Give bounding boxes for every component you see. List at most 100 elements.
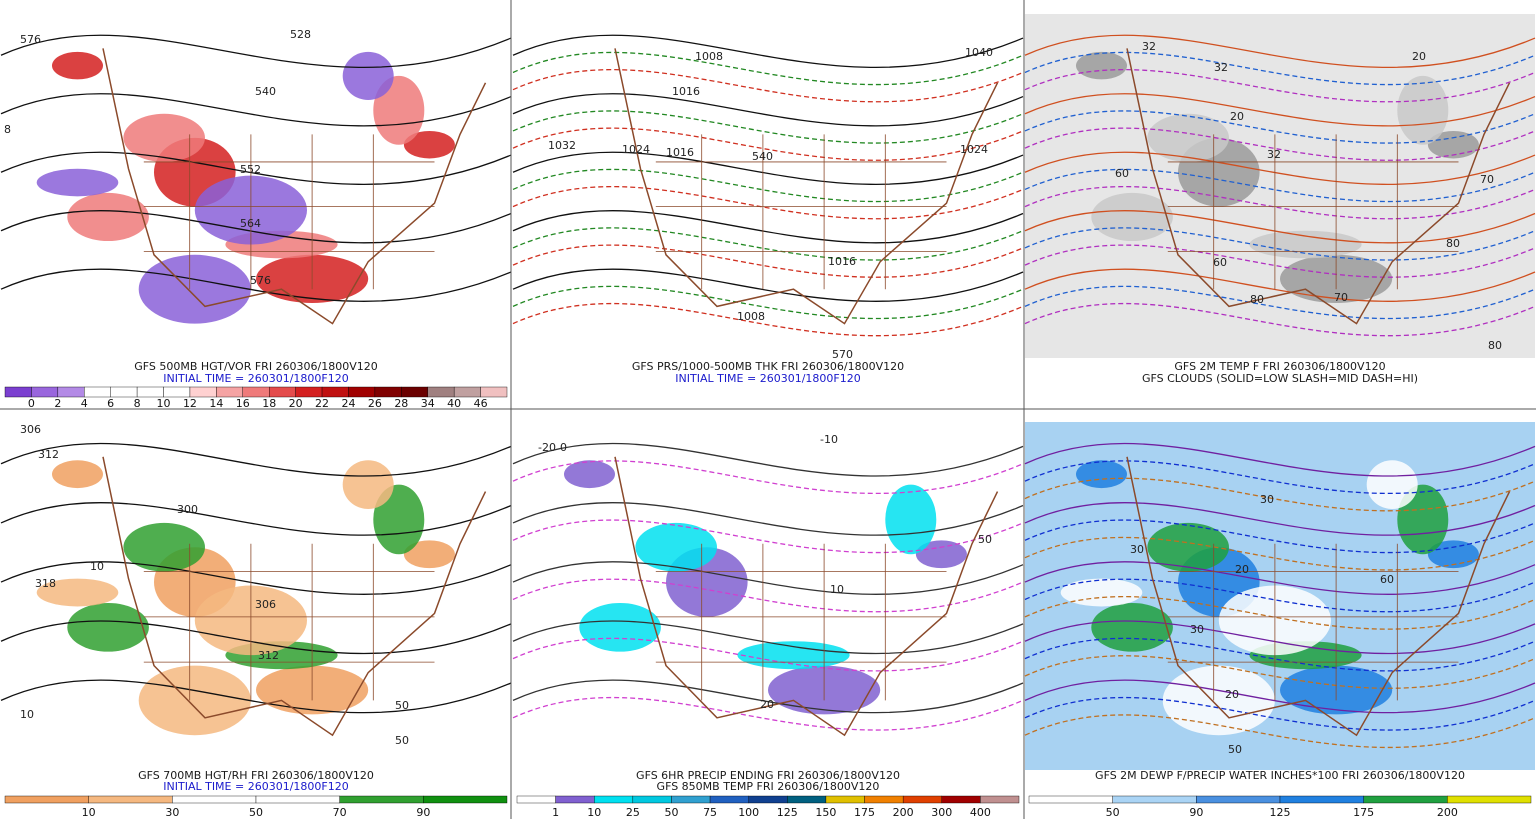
colorbar-swatch [709,795,749,804]
colorbar-swatch [1028,795,1113,804]
colorbar-label: 20 [289,397,303,410]
contour-line [512,302,1024,337]
contour-line [1024,637,1536,672]
coastline [102,456,487,737]
colorbar-label: 10 [587,806,601,819]
contour-line [1024,596,1536,630]
contour-line [512,151,1024,185]
contour-label: 10 [20,708,34,721]
contour-line [1024,227,1536,261]
contour-label: 300 [177,503,198,516]
weather-blob [1249,230,1362,259]
contour-label: 50 [395,699,409,712]
colorbar-label: 175 [1353,806,1374,819]
colorbar-label: 200 [893,806,914,819]
caption: GFS 700MB HGT/RH FRI 260306/1800V120 [138,769,374,782]
colorbar-label: 400 [970,806,991,819]
contour-line [1024,244,1536,278]
colorbar-swatch [1279,795,1364,804]
weather-blob [403,130,455,159]
weather-blob [1397,75,1449,145]
contour-label: 32 [1267,148,1281,161]
panel: 32 32 20 20 32 60 60 70 80 70 80 80 GFS 2M TEMP F FR… [1024,14,1536,385]
contour-label: 0 [560,441,567,454]
colorbar-label: 8 [134,397,141,410]
contour-label: 32 [1142,40,1156,53]
contour-line [512,637,1024,672]
colorbar-swatch [787,795,827,804]
contour-label: 1008 [737,310,765,323]
contour-line [512,186,1024,220]
colorbar-swatch [216,386,243,398]
colorbar-swatch [864,795,904,804]
contour-line [1024,110,1536,144]
caption: INITIAL TIME = 260301/1800F120 [675,372,860,385]
contour-label: 1016 [672,85,700,98]
colorbar-swatch [110,386,138,398]
colorbar-swatch [1363,795,1448,804]
colorbar-swatch [401,386,428,398]
weather-blob [1427,540,1479,569]
colorbar-label: 10 [157,397,171,410]
colorbar-swatch [902,795,942,804]
colorbar-label: 28 [394,397,408,410]
colorbar-label: 22 [315,397,329,410]
contour-label: 60 [1115,167,1129,180]
colorbar-label: 18 [262,397,276,410]
colorbar-label: 75 [703,806,717,819]
contour-line [512,93,1024,127]
contour-line [1024,561,1536,595]
contour-line [512,519,1024,554]
contour-label: 20 [1225,688,1239,701]
contour-label: 60 [1380,573,1394,586]
weather-blob [1162,665,1275,736]
caption: GFS 500MB HGT/VOR FRI 260306/1800V120 [134,360,378,373]
weather-blob [1427,130,1479,159]
colorbar-swatch [1447,795,1532,804]
contour-label: 1016 [828,255,856,268]
contour-label: 306 [255,598,276,611]
contour-line [1024,442,1536,477]
weather-blob [342,460,394,510]
colorbar-label: 150 [815,806,836,819]
weather-blob [138,254,251,324]
colorbar-swatch [242,386,270,398]
contour-line [1024,186,1536,220]
caption: GFS CLOUDS (SOLID=LOW SLASH=MID DASH=HI) [1142,372,1418,385]
coastline [614,456,999,737]
contour-line [0,620,512,655]
contour-line [512,69,1024,103]
colorbar-label: 300 [931,806,952,819]
weather-blob [36,578,119,607]
weather-blob [564,460,615,489]
contour-label: 1024 [960,143,988,156]
colorbar-swatch [321,386,349,398]
contour-label: 20 [1412,50,1426,63]
colorbar-label: 26 [368,397,382,410]
contour-line [1024,51,1536,86]
colorbar-swatch [1196,795,1281,804]
contour-line [1024,285,1536,320]
contour-line [1024,578,1536,613]
weather-blob [635,522,717,572]
colorbar-label: 125 [1270,806,1291,819]
contour-line [512,110,1024,144]
colorbar-label: 200 [1437,806,1458,819]
colorbar-swatch [189,386,217,398]
colorbar-swatch [88,795,173,804]
colorbar-swatch [57,386,85,398]
weather-blob [123,113,205,162]
colorbar-label: 70 [333,806,347,819]
contour-line [0,561,512,595]
colorbar-label: 25 [626,806,640,819]
contour-label: -20 [538,441,556,454]
contour-label: 570 [832,348,853,361]
contour-label: 528 [290,28,311,41]
contour-label: 60 [1213,256,1227,269]
colorbar-label: 50 [664,806,678,819]
colorbar-swatch [374,386,402,398]
colorbar-label: 24 [341,397,355,410]
contour-line [512,168,1024,203]
contour-label: 1032 [548,139,576,152]
contour-line [1024,655,1536,689]
